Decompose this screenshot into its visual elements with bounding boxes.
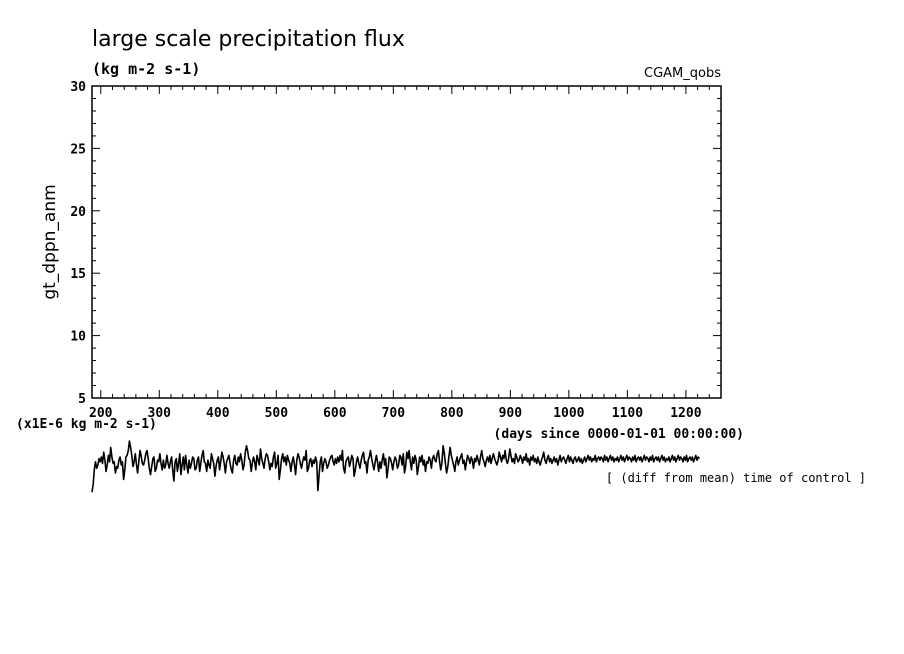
y-axis-label: gt_dppn_anm bbox=[40, 184, 60, 299]
x-axis-label: (days since 0000-01-01 00:00:00) bbox=[494, 427, 744, 442]
chart-title: large scale precipitation flux bbox=[92, 27, 405, 52]
x-axis-ticks bbox=[100, 86, 722, 398]
x-tick-label: 800 bbox=[440, 406, 464, 421]
dataset-label: CGAM_qobs bbox=[644, 66, 721, 81]
y-tick-label: 25 bbox=[70, 142, 86, 157]
footnote: [ (diff from mean) time of control ] bbox=[606, 471, 866, 485]
plot-frame bbox=[91, 85, 722, 399]
y-tick-label: 15 bbox=[70, 267, 86, 282]
x-tick-label: 600 bbox=[323, 406, 347, 421]
x-tick-label: 200 bbox=[89, 406, 113, 421]
x-tick-label: 1200 bbox=[670, 406, 701, 421]
x-tick-label: 1100 bbox=[612, 406, 643, 421]
x-tick-label: 400 bbox=[206, 406, 230, 421]
x-tick-label: 700 bbox=[382, 406, 406, 421]
chart-units: (kg m-2 s-1) bbox=[92, 60, 200, 78]
y-tick-label: 5 bbox=[78, 392, 86, 407]
x-tick-label: 300 bbox=[148, 406, 172, 421]
x-tick-label: 500 bbox=[265, 406, 289, 421]
y-tick-label: 20 bbox=[70, 205, 86, 220]
series-line bbox=[91, 440, 701, 493]
y-tick-label: 10 bbox=[70, 330, 86, 345]
x-axis-tick-labels: 200 300 400 500 600 700 800 900 1000 1100 1200 bbox=[89, 406, 702, 421]
scale-note: (x1E-6 kg m-2 s-1) bbox=[16, 417, 157, 432]
y-tick-label: 30 bbox=[70, 80, 86, 95]
x-tick-label: 900 bbox=[499, 406, 523, 421]
y-axis-ticks bbox=[92, 85, 721, 399]
y-axis-tick-labels: 5 10 15 20 25 30 bbox=[70, 80, 86, 407]
x-tick-label: 1000 bbox=[553, 406, 584, 421]
